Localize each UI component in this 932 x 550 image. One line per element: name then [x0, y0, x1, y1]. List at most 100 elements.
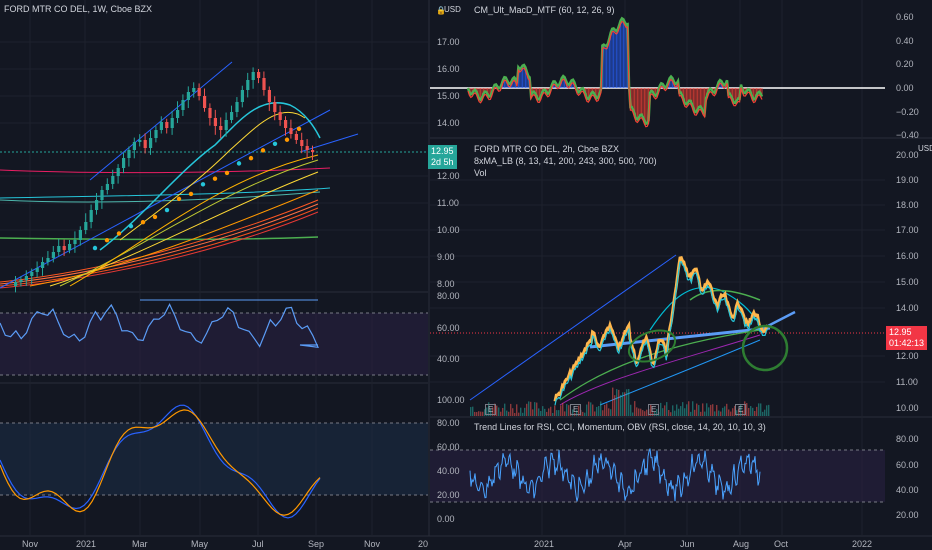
ma-dot [200, 182, 206, 187]
candle-body [289, 128, 293, 134]
left-stoch-d-line [0, 409, 321, 516]
left-price-badge: 12.95 2d 5h [428, 145, 457, 169]
left-stoch-axis-tick: 20.00 [437, 490, 460, 500]
right-price-badge: 12.95 01:42:13 [886, 326, 928, 350]
macd-axis-tick: 0.60 [896, 12, 914, 22]
right-chart-title[interactable]: FORD MTR CO DEL, 2h, Cboe BZX [474, 144, 620, 154]
right-chart-indicator[interactable]: 8xMA_LB (8, 13, 41, 200, 243, 300, 500, … [474, 156, 657, 166]
ma-dot [260, 148, 266, 153]
right-trendline-upper [469, 254, 677, 401]
volume-bar [596, 406, 598, 416]
ma-dot [212, 176, 218, 181]
earnings-marker[interactable]: E [485, 404, 497, 415]
volume-bar [672, 405, 674, 416]
volume-bar [554, 405, 556, 416]
volume-bar [718, 410, 720, 416]
volume-bar [578, 405, 580, 416]
volume-bar [488, 402, 490, 416]
candle-body [267, 90, 271, 102]
volume-bar [764, 409, 766, 416]
candle-body [246, 80, 250, 90]
volume-bar [694, 409, 696, 416]
volume-bar [620, 394, 622, 416]
candle-body [159, 122, 163, 130]
candle-body [240, 90, 244, 102]
volume-bar [476, 412, 478, 416]
candle-body [68, 244, 72, 250]
volume-bar [496, 405, 498, 416]
volume-bar [566, 404, 568, 416]
candle-body [219, 126, 223, 130]
earnings-marker[interactable]: E [648, 404, 660, 415]
left-x-label: Mar [132, 539, 148, 549]
volume-bar [506, 410, 508, 416]
left-x-label: Nov [364, 539, 381, 549]
right-ma-green-2 [689, 289, 761, 301]
ma-dot [296, 126, 302, 132]
right-annotation-ellipse [627, 329, 677, 363]
right-price-badge-time: 01:42:13 [889, 338, 925, 348]
volume-bar [666, 402, 668, 416]
candle-body [19, 280, 23, 282]
volume-bar [548, 408, 550, 416]
volume-bar [530, 401, 532, 416]
right-axis-tick: 20.00 [896, 150, 919, 160]
volume-bar [716, 404, 718, 416]
volume-bar [708, 407, 710, 416]
volume-bar [630, 404, 632, 416]
right-chart-volume-label[interactable]: Vol [474, 168, 487, 178]
volume-bar [532, 409, 534, 416]
volume-bar [760, 403, 762, 416]
volume-bar [730, 411, 732, 416]
volume-bar [644, 411, 646, 416]
volume-bar [590, 402, 592, 416]
price-axis-tick: 9.00 [437, 252, 455, 262]
volume-bar [536, 402, 538, 416]
volume-bar [502, 407, 504, 416]
volume-bar [670, 412, 672, 416]
left-stoch-axis-tick: 80.00 [437, 418, 460, 428]
volume-bar [732, 408, 734, 416]
left-rsi-line [0, 303, 319, 349]
lock-icon[interactable]: 🔒 [436, 6, 446, 15]
left-rsi-axis-tick: 40.00 [437, 354, 460, 364]
volume-bar [520, 407, 522, 416]
right-axis-tick: 17.00 [896, 225, 919, 235]
volume-bar [646, 409, 648, 416]
volume-bar [712, 404, 714, 416]
right-rsi-title[interactable]: Trend Lines for RSI, CCI, Momentum, OBV … [474, 422, 766, 432]
right-axis-tick: 14.00 [896, 303, 919, 313]
price-axis-tick: 16.00 [437, 64, 460, 74]
earnings-marker[interactable]: E [735, 404, 747, 415]
left-chart-title[interactable]: FORD MTR CO DEL, 1W, Cboe BZX [4, 4, 153, 14]
ma-dot [152, 214, 158, 220]
price-axis-tick: 10.00 [437, 225, 460, 235]
candle-body [132, 142, 136, 150]
candle-body [165, 122, 169, 128]
volume-bar [610, 409, 612, 416]
left-moving-average-ribbon [0, 154, 331, 289]
candle-body [300, 140, 304, 146]
macd-signal-line [467, 20, 763, 128]
volume-bar [522, 412, 524, 416]
volume-bar [714, 411, 716, 416]
ma-dot [248, 155, 254, 161]
candle-body [224, 120, 228, 130]
candle-body [127, 150, 131, 158]
volume-bar [656, 409, 658, 416]
candle-body [257, 72, 261, 78]
volume-bar [632, 412, 634, 416]
macd-title[interactable]: CM_Ult_MacD_MTF (60, 12, 26, 9) [474, 5, 615, 15]
left-stoch-axis-tick: 40.00 [437, 466, 460, 476]
volume-bar [624, 392, 626, 416]
volume-bar [664, 405, 666, 416]
right-currency: USD [918, 144, 932, 153]
volume-bar [750, 406, 752, 416]
right-axis-tick: 19.00 [896, 175, 919, 185]
earnings-marker[interactable]: E [570, 404, 582, 415]
volume-bar [758, 403, 760, 416]
volume-bar [528, 401, 530, 416]
volume-bar [674, 410, 676, 416]
volume-bar [602, 410, 604, 416]
